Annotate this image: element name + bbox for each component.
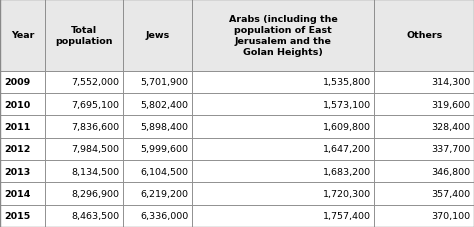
Text: Arabs (including the
population of East
Jerusalem and the
Golan Heights): Arabs (including the population of East …	[229, 15, 337, 56]
Bar	[0, 183, 45, 205]
Bar	[123, 160, 192, 183]
Text: 2009: 2009	[4, 78, 30, 87]
Text: 319,600: 319,600	[431, 100, 470, 109]
Text: 2015: 2015	[4, 211, 30, 220]
Bar	[374, 116, 474, 138]
Bar	[123, 72, 192, 94]
Bar	[45, 72, 123, 94]
Text: Year: Year	[11, 31, 34, 40]
Bar	[123, 205, 192, 227]
Bar	[374, 160, 474, 183]
Bar	[374, 94, 474, 116]
Text: 1,573,100: 1,573,100	[322, 100, 371, 109]
Bar	[0, 116, 45, 138]
Bar	[374, 205, 474, 227]
Text: 1,609,800: 1,609,800	[323, 123, 371, 131]
Text: 7,552,000: 7,552,000	[72, 78, 119, 87]
Bar	[374, 138, 474, 160]
Bar	[374, 0, 474, 72]
Text: 2012: 2012	[4, 145, 30, 154]
Text: 7,836,600: 7,836,600	[71, 123, 119, 131]
Bar	[192, 138, 374, 160]
Text: 1,757,400: 1,757,400	[323, 211, 371, 220]
Bar	[45, 205, 123, 227]
Text: Others: Others	[406, 31, 442, 40]
Text: 7,984,500: 7,984,500	[72, 145, 119, 154]
Bar	[0, 138, 45, 160]
Bar	[374, 183, 474, 205]
Bar	[192, 183, 374, 205]
Text: 5,802,400: 5,802,400	[140, 100, 188, 109]
Bar	[45, 138, 123, 160]
Bar	[123, 138, 192, 160]
Text: 2010: 2010	[4, 100, 30, 109]
Text: Total
population: Total population	[55, 26, 113, 46]
Text: 8,296,900: 8,296,900	[72, 189, 119, 198]
Text: 1,647,200: 1,647,200	[323, 145, 371, 154]
Bar	[123, 0, 192, 72]
Text: 2014: 2014	[4, 189, 30, 198]
Bar	[0, 72, 45, 94]
Bar	[0, 0, 45, 72]
Text: Jews: Jews	[146, 31, 170, 40]
Text: 2013: 2013	[4, 167, 30, 176]
Text: 8,463,500: 8,463,500	[71, 211, 119, 220]
Text: 328,400: 328,400	[431, 123, 470, 131]
Bar	[123, 94, 192, 116]
Bar	[0, 94, 45, 116]
Text: 370,100: 370,100	[431, 211, 470, 220]
Text: 314,300: 314,300	[431, 78, 470, 87]
Bar	[45, 0, 123, 72]
Text: 5,999,600: 5,999,600	[140, 145, 188, 154]
Bar	[0, 205, 45, 227]
Text: 1,683,200: 1,683,200	[322, 167, 371, 176]
Bar	[45, 116, 123, 138]
Bar	[45, 160, 123, 183]
Text: 6,219,200: 6,219,200	[140, 189, 188, 198]
Bar	[0, 160, 45, 183]
Bar	[123, 116, 192, 138]
Text: 5,898,400: 5,898,400	[140, 123, 188, 131]
Bar	[374, 72, 474, 94]
Bar	[192, 116, 374, 138]
Text: 5,701,900: 5,701,900	[140, 78, 188, 87]
Bar	[192, 160, 374, 183]
Text: 2011: 2011	[4, 123, 30, 131]
Text: 1,535,800: 1,535,800	[322, 78, 371, 87]
Bar	[192, 205, 374, 227]
Bar	[192, 72, 374, 94]
Bar	[45, 94, 123, 116]
Text: 6,336,000: 6,336,000	[140, 211, 188, 220]
Text: 346,800: 346,800	[431, 167, 470, 176]
Text: 1,720,300: 1,720,300	[322, 189, 371, 198]
Text: 357,400: 357,400	[431, 189, 470, 198]
Bar	[192, 94, 374, 116]
Text: 8,134,500: 8,134,500	[71, 167, 119, 176]
Text: 6,104,500: 6,104,500	[140, 167, 188, 176]
Bar	[123, 183, 192, 205]
Text: 337,700: 337,700	[431, 145, 470, 154]
Text: 7,695,100: 7,695,100	[72, 100, 119, 109]
Bar	[45, 183, 123, 205]
Bar	[192, 0, 374, 72]
